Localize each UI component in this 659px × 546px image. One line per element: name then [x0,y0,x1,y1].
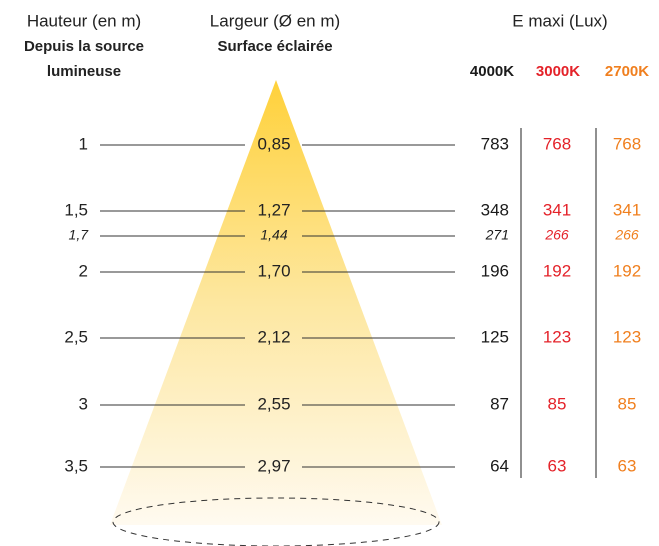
lux-value: 63 [618,456,637,475]
width-value: 1,44 [260,227,287,243]
lux-value: 123 [613,327,641,346]
height-subtitle: Depuis la source [24,38,144,55]
height-value: 2 [79,261,88,280]
lux-column-label: 3000K [536,63,580,80]
lux-value: 341 [543,200,571,219]
width-value: 2,97 [257,456,290,475]
lux-column-label: 4000K [470,63,514,80]
lux-value: 192 [543,261,571,280]
height-value: 2,5 [64,327,88,346]
width-value: 1,70 [257,261,290,280]
height-value: 3 [79,394,88,413]
lux-value: 123 [543,327,571,346]
height-subtitle: lumineuse [47,63,121,80]
lux-value: 196 [481,261,509,280]
lux-value: 783 [481,134,509,153]
lux-value: 63 [548,456,567,475]
height-title: Hauteur (en m) [27,11,141,30]
width-value: 2,55 [257,394,290,413]
lux-value: 87 [490,394,509,413]
height-value: 1 [79,134,88,153]
width-value: 2,12 [257,327,290,346]
lux-value: 768 [613,134,641,153]
lux-value: 768 [543,134,571,153]
lux-column-label: 2700K [605,63,649,80]
height-value: 1,5 [64,200,88,219]
width-title: Largeur (Ø en m) [210,11,340,30]
height-value: 3,5 [64,456,88,475]
lux-value: 85 [548,394,567,413]
width-value: 1,27 [257,200,290,219]
height-value: 1,7 [69,227,90,243]
lux-value: 341 [613,200,641,219]
lux-title: E maxi (Lux) [512,11,607,30]
lux-value: 85 [618,394,637,413]
light-cone [110,80,442,525]
lux-value: 266 [544,227,569,243]
lux-value: 266 [614,227,639,243]
width-subtitle: Surface éclairée [217,38,332,55]
lux-value: 271 [485,227,509,243]
lux-value: 192 [613,261,641,280]
width-value: 0,85 [257,134,290,153]
lux-value: 348 [481,200,509,219]
lux-value: 125 [481,327,509,346]
lit-surface [112,497,440,546]
lux-value: 64 [490,456,509,475]
